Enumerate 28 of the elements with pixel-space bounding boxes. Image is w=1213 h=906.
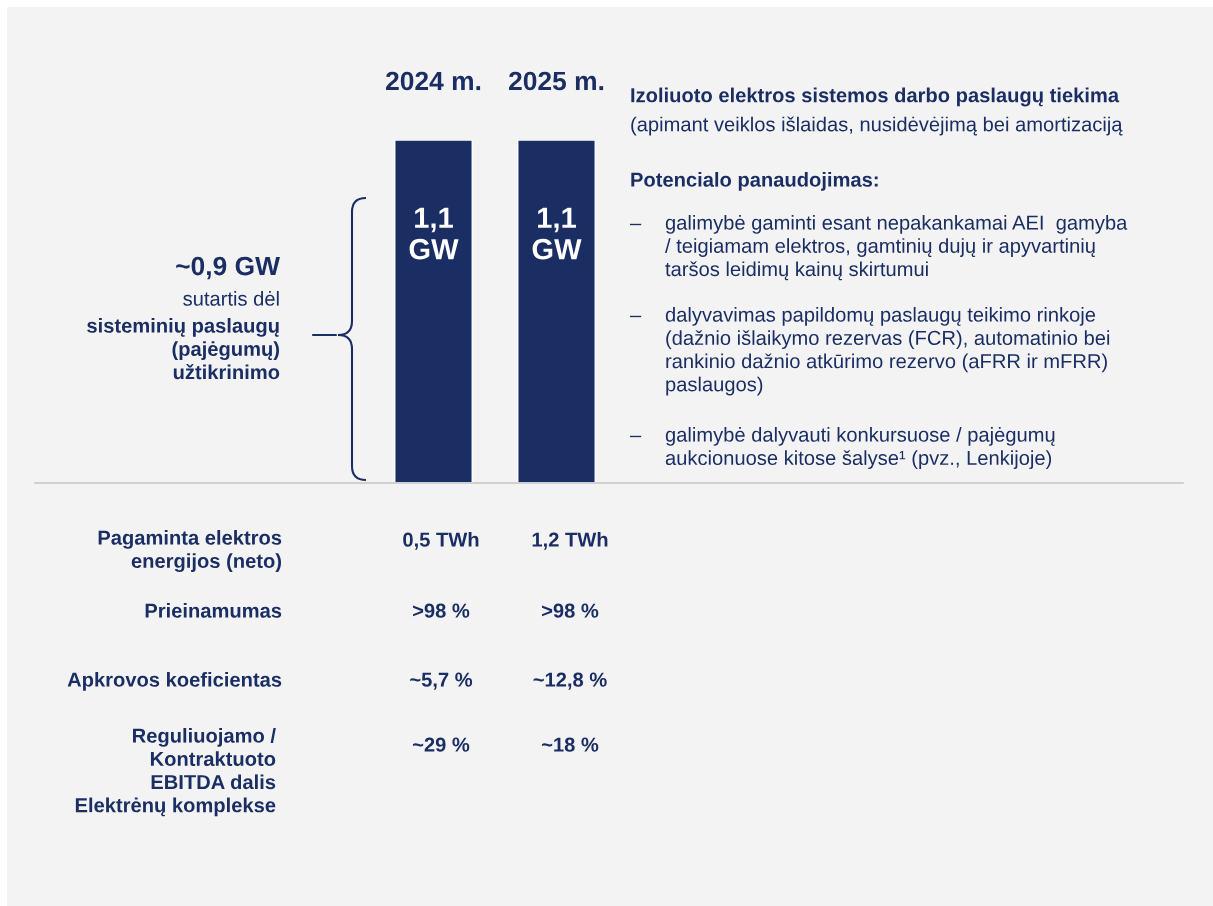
text: >98 % xyxy=(413,603,470,618)
text: – xyxy=(630,223,642,226)
text: – xyxy=(630,315,642,318)
text: Prieinamumas xyxy=(145,603,282,618)
text: Izoliuoto elektros sistemos darbo paslaugų tiekima xyxy=(631,87,1120,107)
text: >98 % xyxy=(542,603,599,618)
text: 1,2 TWh xyxy=(532,532,608,550)
text: Apkrovos koeficientas xyxy=(67,672,282,691)
text: ~29 % xyxy=(412,737,470,752)
text: Reguliuojamo / Kontraktuoto EBITDA dalis Elektrėnų komplekse xyxy=(75,728,276,817)
text: dalyvavimas papildomų paslaugų teikimo rinkoje (dažnio išlaikymo rezervas (FCR), automatinio bei rankinio dažnio atkūrimo rezervo (aFRR ir mFRR) paslaugos) xyxy=(665,307,1110,396)
text: Pagaminta elektros energijos (neto) xyxy=(98,530,282,573)
data-label: 1,1 GW xyxy=(532,207,582,260)
text: ~18 % xyxy=(541,737,599,752)
text: ~5,7 % xyxy=(410,672,473,690)
text: (apimant veiklos išlaidas, nusidėvėjimą bei amortizaciją xyxy=(631,116,1123,136)
text: sutartis dėl xyxy=(183,291,279,306)
text: ~0,9 GW xyxy=(176,256,280,280)
text: galimybė dalyvauti konkursuose / pajėgumų aukcionuose kitose šalyse¹ (pvz., Lenkijoje) xyxy=(665,427,1055,470)
text: – xyxy=(630,435,642,438)
x-tick-label: 2025 m. xyxy=(509,71,604,91)
data-label: 1,1 GW xyxy=(409,207,459,260)
text: Potencialo panaudojimas: xyxy=(631,172,878,191)
text: 0,5 TWh xyxy=(403,532,479,550)
x-tick-label: 2024 m. xyxy=(386,71,481,91)
text: galimybė gaminti esant nepakankamai AEI gamyba / teigiamam elektros, gamtinių dujų ir apyvartinių taršos leidimų kainų skirtumui xyxy=(665,215,1128,281)
text: sisteminių paslaugų (pajėgumų) užtikrinimo xyxy=(87,318,280,380)
text: ~12,8 % xyxy=(533,672,607,690)
